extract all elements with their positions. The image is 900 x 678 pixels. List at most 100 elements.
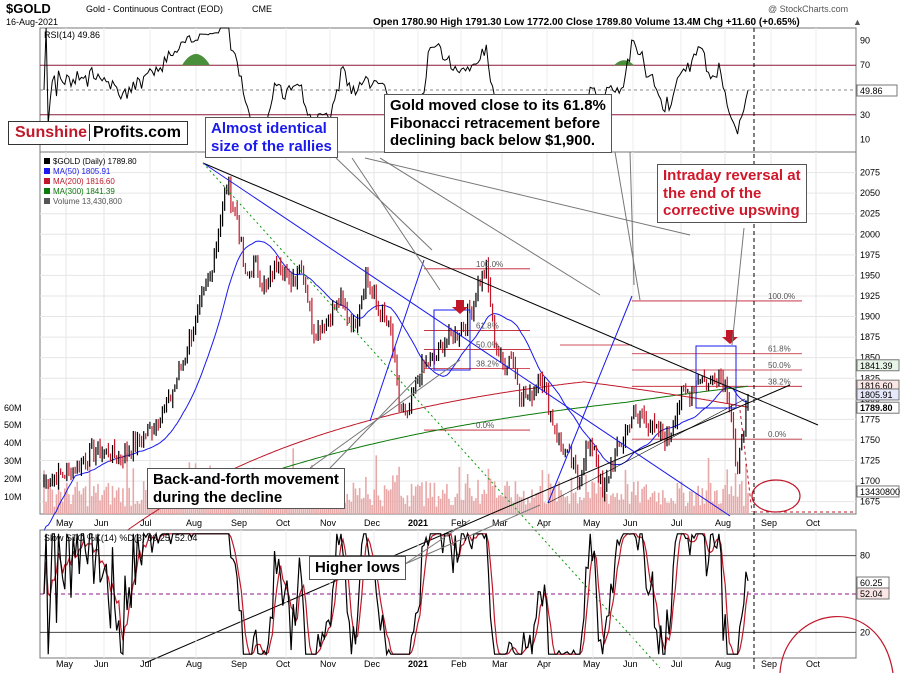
legend-text-0: $GOLD (Daily) 1789.80 — [53, 157, 137, 166]
volume-bar — [707, 457, 710, 514]
volume-bar — [396, 475, 398, 514]
volume-bar — [136, 501, 139, 514]
volume-bar — [446, 484, 448, 514]
volume-bar — [545, 503, 548, 514]
x-tick-jun: Jun — [623, 518, 638, 528]
volume-bar — [90, 496, 93, 514]
volume-bar — [109, 504, 112, 514]
rsi-value-tag — [856, 84, 898, 97]
callout-line-2 — [364, 157, 691, 236]
volume-bar — [693, 505, 695, 514]
volume-bar — [394, 482, 396, 514]
volume-bar — [348, 499, 351, 514]
volume-bar — [74, 486, 76, 514]
resistance-line — [202, 162, 819, 426]
volume-bar — [529, 502, 531, 514]
volume-bar — [730, 486, 733, 514]
volume-bar — [572, 493, 575, 514]
volume-bar — [500, 495, 502, 514]
volume-bar — [711, 502, 714, 514]
volume-bar — [66, 482, 68, 514]
volume-bar — [184, 504, 187, 514]
volume-bar — [456, 493, 459, 514]
volume-bar — [497, 495, 500, 514]
volume-bar — [333, 505, 336, 514]
volume-bar — [385, 489, 388, 514]
volume-bar — [705, 490, 708, 514]
value-tag-text-4: 13430800 — [860, 487, 900, 497]
ma300-line — [272, 385, 749, 472]
volume-bar — [417, 484, 419, 514]
volume-bar — [520, 497, 523, 514]
price-tick-1875: 1875 — [860, 332, 880, 342]
volume-bar — [628, 503, 631, 514]
volume-bar — [390, 489, 392, 514]
volume-bar — [504, 485, 506, 514]
volume-bar — [369, 499, 371, 514]
volume-tick-10M: 10M — [4, 492, 22, 502]
legend-swatch-3 — [44, 188, 50, 194]
sunshine-profits-logo: Sunshine Profits.com — [8, 121, 189, 145]
price-x-axis: MayJunJulAugSepOctNovDec2021FebMarAprMay… — [56, 518, 821, 528]
volume-bar — [527, 497, 529, 514]
fib-right-label-0: 100.0% — [768, 292, 795, 301]
volume-bar — [78, 490, 81, 514]
volume-bar — [340, 506, 342, 514]
volume-bar — [346, 493, 348, 514]
volume-bar — [668, 502, 670, 514]
sto-label: Slow STO %K(14) %D(3) 60.25, 52.04 — [44, 533, 197, 543]
sto-d-tag — [856, 587, 890, 600]
volume-bar — [437, 495, 440, 514]
rsi-tick-90: 90 — [860, 35, 870, 45]
sto-x-tick-may: May — [583, 659, 601, 669]
rsi-overbought-fill — [182, 54, 210, 66]
volume-bar — [664, 497, 666, 514]
volume-bar — [612, 493, 614, 514]
symbol: $GOLD — [6, 1, 51, 16]
volume-bar — [678, 488, 681, 514]
volume-bar — [124, 506, 126, 514]
volume-bar — [363, 497, 365, 514]
volume-bar — [450, 504, 452, 514]
volume-bar — [595, 493, 598, 514]
volume-bar — [105, 486, 108, 514]
price-tick-2050: 2050 — [860, 188, 880, 198]
volume-bar — [605, 493, 608, 514]
volume-bar — [460, 499, 463, 514]
sto-grid — [40, 530, 856, 658]
volume-bar — [655, 501, 658, 514]
volume-bar — [614, 497, 616, 514]
price-tick-1900: 1900 — [860, 312, 880, 322]
green-dotted-line — [202, 162, 661, 669]
sto-tick-80: 80 — [860, 551, 870, 561]
volume-bar — [375, 455, 378, 514]
volume-bar — [485, 493, 488, 514]
volume-bar — [142, 481, 145, 514]
sto-x-tick-aug: Aug — [715, 659, 731, 669]
volume-bar — [84, 486, 87, 514]
date: 16-Aug-2021 — [6, 17, 58, 27]
volume-bar — [651, 493, 654, 514]
volume-bar — [462, 500, 465, 514]
fibonacci-lines — [424, 268, 802, 440]
callout-line-1 — [351, 157, 441, 291]
x-tick-sep: Sep — [231, 518, 247, 528]
volume-bar — [491, 485, 494, 514]
volume-bar — [435, 506, 438, 514]
volume-bar — [666, 502, 668, 514]
volume-bar — [738, 484, 741, 514]
sto-x-tick-jul: Jul — [140, 659, 152, 669]
volume-bar — [522, 490, 525, 514]
down-arrow-marker-2 — [722, 330, 738, 344]
volume-bar — [448, 498, 450, 514]
volume-bar — [732, 495, 735, 514]
callout-line-8 — [309, 359, 461, 469]
volume-bar — [144, 489, 147, 514]
markers — [452, 300, 738, 344]
volume-bar — [554, 486, 556, 514]
volume-bar — [439, 498, 442, 514]
volume-bar — [86, 506, 89, 514]
x-tick-aug: Aug — [186, 518, 202, 528]
price-tick-1700: 1700 — [860, 476, 880, 486]
volume-bar — [466, 473, 469, 514]
